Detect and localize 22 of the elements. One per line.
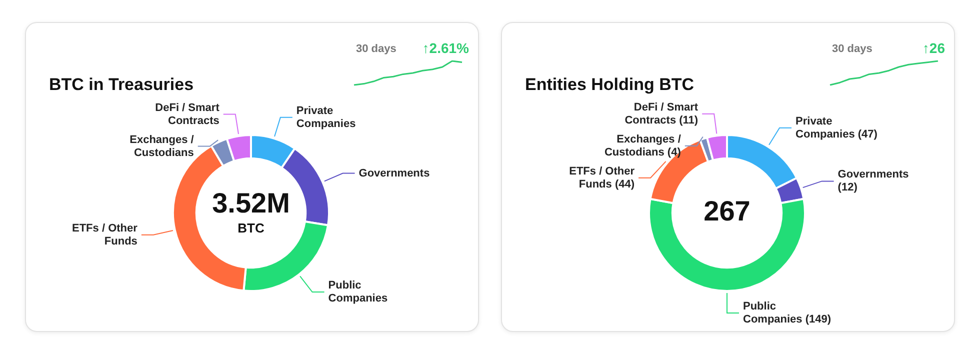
chart-title: 30 days bbox=[356, 43, 396, 55]
slice-label: Governments bbox=[838, 168, 909, 181]
data-label: (12) bbox=[838, 182, 858, 194]
slice-label: Public Companies (149) bbox=[743, 300, 832, 326]
text: ↑26 bbox=[922, 40, 945, 56]
text: 3.52M bbox=[212, 188, 290, 219]
legend-label: Exchanges / Custodians (4) bbox=[604, 133, 682, 158]
slice-label: ETFs / Other Funds (44) bbox=[569, 165, 636, 190]
slice-label: DeFi / Smart Contracts bbox=[155, 102, 220, 127]
slice-label: Exchanges / Custodians bbox=[130, 134, 194, 159]
text: 267 bbox=[704, 196, 750, 227]
text: ↑2.61% bbox=[422, 40, 469, 56]
chart-title: 30 days bbox=[832, 43, 872, 55]
slice-label: Governments bbox=[358, 167, 430, 180]
slice-label: DeFi / Smart Contracts (11) bbox=[624, 101, 698, 126]
chart-title: BTC in Treasuries bbox=[49, 75, 194, 95]
text: BTC bbox=[238, 220, 265, 236]
slice-label: Private Companies bbox=[296, 104, 356, 130]
slice-label: Public Companies bbox=[328, 280, 388, 305]
slice-label: ETFs / Other Funds bbox=[72, 222, 138, 248]
slice-label: Private Companies (47) bbox=[796, 115, 878, 140]
chart-title: Entities Holding BTC bbox=[525, 75, 694, 95]
